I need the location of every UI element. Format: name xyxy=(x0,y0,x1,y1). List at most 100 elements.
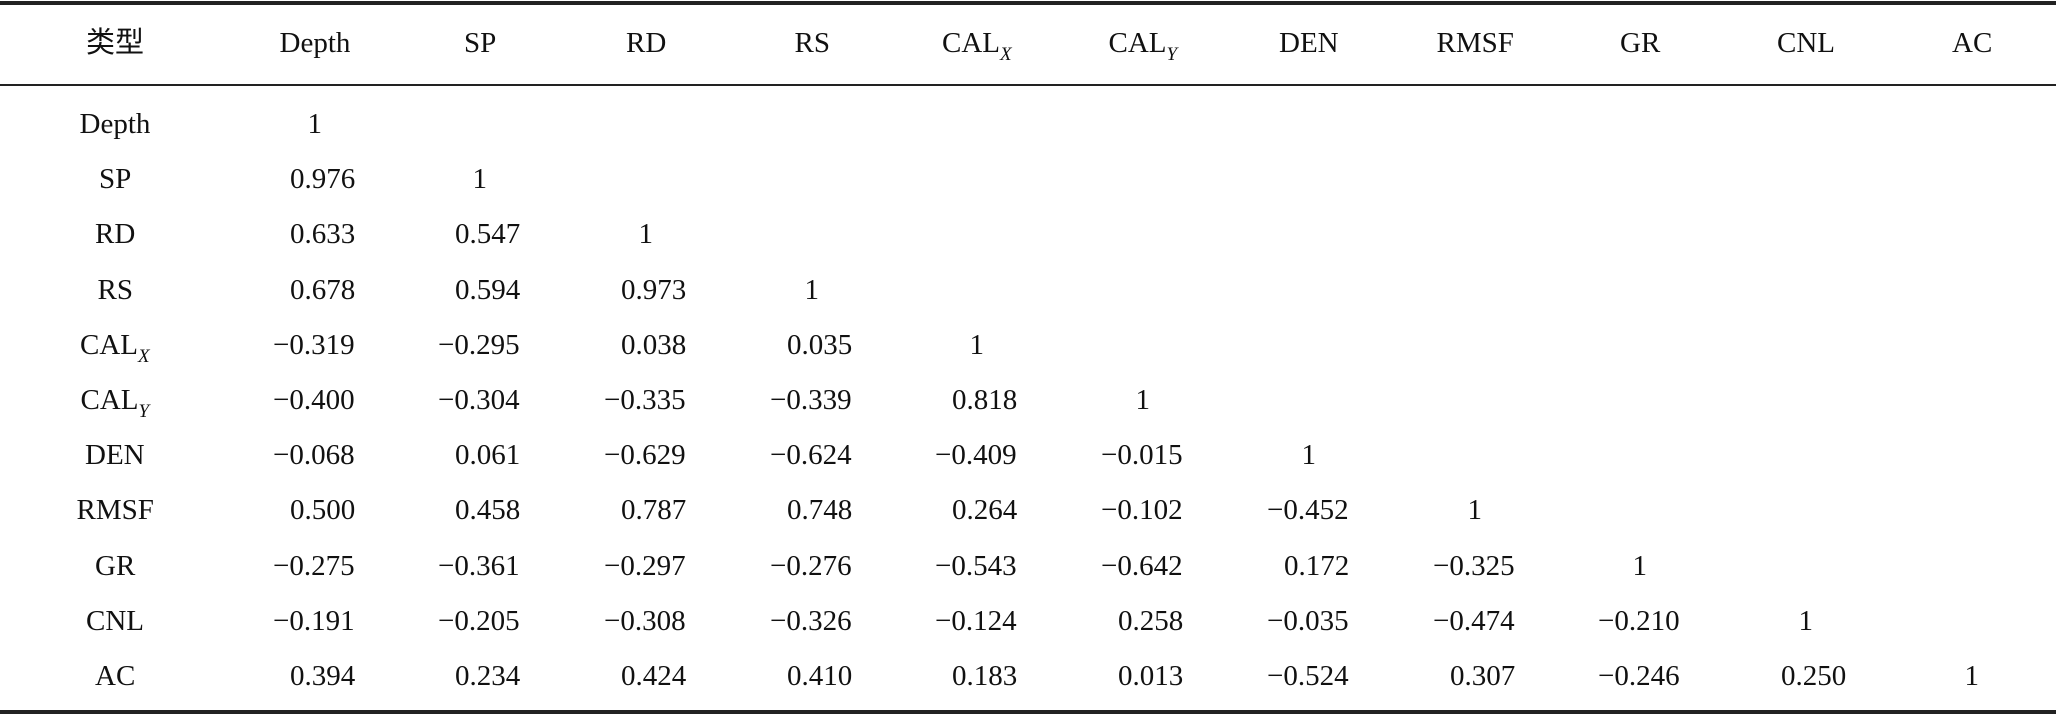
value-cell: 0.013 xyxy=(1118,660,1184,692)
value-cell: 0.264 xyxy=(952,494,1018,527)
value-cell: 0.035 xyxy=(787,328,853,361)
bottom-rule xyxy=(0,710,2056,714)
value-cell: 0.307 xyxy=(1450,660,1516,692)
value-cell: −0.295 xyxy=(438,328,520,361)
value-cell: −0.524 xyxy=(1267,660,1349,692)
row-label: GR xyxy=(95,549,136,582)
value-cell: 0.787 xyxy=(621,494,687,527)
value-cell: −0.400 xyxy=(273,384,355,416)
value-cell: 0.234 xyxy=(455,660,521,692)
header-cell: RMSF xyxy=(1436,27,1514,59)
value-cell: 0.748 xyxy=(787,494,853,527)
value-cell: 0.038 xyxy=(621,328,687,361)
row-label: CALX xyxy=(80,325,150,367)
value-cell: −0.474 xyxy=(1433,604,1515,637)
header-cell: RD xyxy=(626,27,667,59)
row-label: RS xyxy=(97,273,133,306)
row-label: RD xyxy=(95,218,136,251)
value-cell: 0.410 xyxy=(787,660,853,692)
value-cell: −0.335 xyxy=(604,384,686,416)
value-cell: 0.594 xyxy=(455,273,521,306)
value-cell: −0.339 xyxy=(770,384,852,416)
cell-text: CAL xyxy=(80,328,138,361)
value-cell: −0.246 xyxy=(1598,660,1680,692)
header-cell: DEN xyxy=(1279,27,1339,59)
value-cell: −0.124 xyxy=(935,604,1017,637)
value-cell: −0.275 xyxy=(273,549,355,582)
value-cell: 0.183 xyxy=(952,660,1018,692)
value-cell: −0.191 xyxy=(273,604,355,637)
row-label: RMSF xyxy=(76,494,154,527)
row-label: CALY xyxy=(80,380,150,422)
cell-text: CAL xyxy=(942,27,1000,59)
header-cell: 类型 xyxy=(86,27,145,59)
value-cell: 1 xyxy=(1798,604,1814,637)
header-cell: AC xyxy=(1952,27,1993,59)
value-cell: −0.452 xyxy=(1267,494,1349,527)
header-cell: CALY xyxy=(1108,23,1178,65)
value-cell: 0.172 xyxy=(1284,549,1350,582)
top-rule xyxy=(0,1,2056,5)
value-cell: −0.015 xyxy=(1101,439,1183,472)
value-cell: −0.319 xyxy=(273,328,355,361)
value-cell: −0.629 xyxy=(604,439,686,472)
value-cell: 1 xyxy=(307,108,323,140)
value-cell: 1 xyxy=(969,328,985,361)
value-cell: −0.102 xyxy=(1101,494,1183,527)
header-cell: GR xyxy=(1620,27,1661,59)
value-cell: 1 xyxy=(638,218,654,251)
row-label: SP xyxy=(99,163,132,196)
row-label: AC xyxy=(95,660,136,692)
value-cell: 1 xyxy=(1135,384,1151,416)
row-label: Depth xyxy=(79,108,151,140)
value-cell: 0.394 xyxy=(290,660,356,692)
cell-subscript: X xyxy=(1000,44,1012,65)
value-cell: −0.068 xyxy=(273,439,355,472)
header-cell: CALX xyxy=(942,23,1012,65)
value-cell: −0.409 xyxy=(935,439,1017,472)
value-cell: −0.308 xyxy=(604,604,686,637)
value-cell: −0.325 xyxy=(1433,549,1515,582)
value-cell: 0.250 xyxy=(1781,660,1847,692)
value-cell: −0.642 xyxy=(1101,549,1183,582)
value-cell: −0.543 xyxy=(935,549,1017,582)
value-cell: 1 xyxy=(1632,549,1648,582)
cell-text: CAL xyxy=(80,384,139,416)
value-cell: 1 xyxy=(1964,660,1980,692)
value-cell: −0.361 xyxy=(438,549,520,582)
cell-subscript: Y xyxy=(138,401,150,422)
cell-subscript: Y xyxy=(1166,44,1178,65)
value-cell: −0.624 xyxy=(770,439,852,472)
value-cell: 0.258 xyxy=(1118,604,1184,637)
value-cell: 0.678 xyxy=(290,273,356,306)
value-cell: −0.205 xyxy=(438,604,520,637)
value-cell: −0.035 xyxy=(1267,604,1349,637)
cell-subscript: X xyxy=(138,345,150,367)
header-cell: SP xyxy=(464,27,497,59)
value-cell: −0.210 xyxy=(1598,604,1680,637)
value-cell: 1 xyxy=(472,163,488,196)
value-cell: 0.973 xyxy=(621,273,687,306)
value-cell: −0.304 xyxy=(438,384,520,416)
header-cell: RS xyxy=(794,27,830,59)
value-cell: 0.818 xyxy=(952,384,1018,416)
value-cell: 1 xyxy=(1301,439,1317,472)
value-cell: 1 xyxy=(1467,494,1483,527)
header-cell: CNL xyxy=(1777,27,1835,59)
row-label: CNL xyxy=(86,604,144,637)
header-cell: Depth xyxy=(279,27,351,59)
value-cell: −0.326 xyxy=(770,604,852,637)
row-label: DEN xyxy=(85,439,145,472)
value-cell: 0.458 xyxy=(455,494,521,527)
header-rule xyxy=(0,84,2056,86)
value-cell: 0.633 xyxy=(290,218,356,251)
value-cell: 0.061 xyxy=(455,439,521,472)
value-cell: 0.424 xyxy=(621,660,687,692)
value-cell: 1 xyxy=(804,273,820,306)
cell-text: CAL xyxy=(1108,27,1167,59)
value-cell: 0.976 xyxy=(290,163,356,196)
value-cell: 0.547 xyxy=(455,218,521,251)
value-cell: −0.276 xyxy=(770,549,852,582)
value-cell: −0.297 xyxy=(604,549,686,582)
